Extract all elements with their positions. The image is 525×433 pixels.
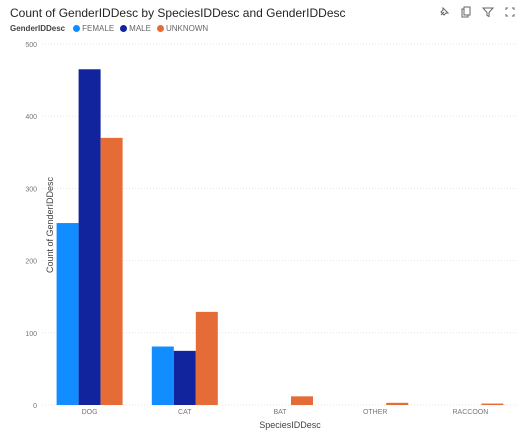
chart-title: Count of GenderIDDesc by SpeciesIDDesc a… [10, 6, 346, 20]
y-tick-label: 500 [25, 42, 37, 49]
y-axis-ticks: 0 100 200 300 400 500 [25, 42, 37, 410]
bar-unknown-raccoon[interactable] [481, 403, 504, 405]
legend-item-unknown[interactable]: UNKNOWN [156, 24, 209, 33]
bar-unknown-bat[interactable] [291, 396, 313, 405]
filter-icon[interactable] [481, 6, 495, 20]
x-axis-label: SpeciesIDDesc [259, 420, 321, 430]
x-tick-label: OTHER [363, 409, 388, 416]
legend-swatch-female [73, 25, 81, 32]
legend-item-female[interactable]: FEMALE [73, 24, 114, 33]
bar-female-cat[interactable] [151, 346, 174, 405]
focus-mode-icon[interactable] [503, 6, 517, 20]
y-tick-label: 200 [25, 259, 37, 266]
bar-unknown-dog[interactable] [100, 137, 123, 406]
bar-male-cat[interactable] [173, 350, 196, 405]
x-tick-label: CAT [178, 409, 192, 416]
y-tick-label: 0 [33, 403, 37, 410]
bars [56, 69, 504, 406]
x-tick-label: BAT [273, 409, 287, 416]
x-tick-label: DOG [82, 409, 98, 416]
y-tick-label: 100 [25, 331, 37, 338]
gridlines [42, 43, 518, 406]
x-axis-ticks: DOG CAT BAT OTHER RACCOON [82, 409, 489, 416]
pin-icon[interactable] [437, 6, 451, 20]
bar-female-dog[interactable] [56, 223, 79, 405]
y-axis-label: Count of GenderIDDesc [45, 176, 56, 274]
y-tick-label: 400 [25, 114, 37, 121]
legend-item-male[interactable]: MALE [120, 24, 151, 33]
legend-title: GenderIDDesc [10, 24, 66, 33]
legend-swatch-male [120, 25, 128, 32]
legend: GenderIDDesc FEMALE MALE UNKNOWN [10, 24, 208, 33]
bar-unknown-other[interactable] [386, 402, 409, 405]
copy-icon[interactable] [459, 6, 473, 20]
visual-toolbar [437, 6, 517, 20]
legend-label-unknown: UNKNOWN [165, 24, 209, 33]
legend-label-male: MALE [129, 24, 151, 33]
legend-swatch-unknown [156, 25, 164, 32]
legend-label-female: FEMALE [82, 24, 115, 33]
y-tick-label: 300 [25, 186, 37, 193]
bar-unknown-cat[interactable] [195, 311, 218, 405]
x-tick-label: RACCOON [453, 409, 489, 416]
bar-male-dog[interactable] [78, 69, 101, 406]
